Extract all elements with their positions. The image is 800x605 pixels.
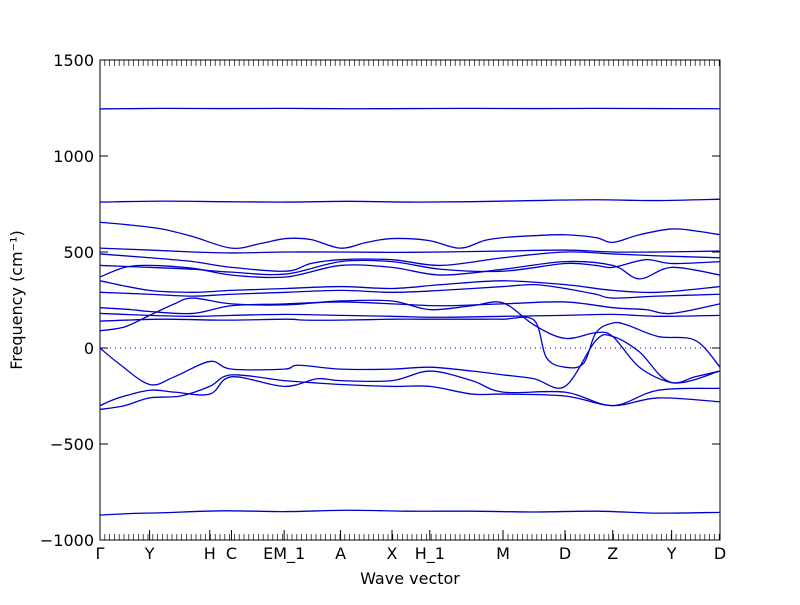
band-line-2: [99, 221, 721, 249]
band-line-3: [99, 247, 721, 254]
band-line-10: [99, 312, 721, 318]
series-group: [99, 107, 721, 516]
y-axis-label: Frequency (cm⁻¹): [7, 230, 26, 369]
x-tick-label: EM_1: [263, 544, 305, 564]
x-tick-label: Y: [666, 544, 677, 563]
x-axis-label: Wave vector: [360, 569, 460, 588]
band-line-11: [99, 297, 721, 384]
band-line-9: [99, 301, 721, 315]
x-tick-label: X: [387, 544, 398, 563]
y-tick-label: 1500: [53, 51, 94, 70]
band-line-16: [99, 509, 721, 516]
band-line-7: [99, 280, 721, 294]
minor-ticks: [99, 60, 720, 540]
band-line-0: [99, 107, 721, 110]
band-line-12: [99, 316, 721, 369]
x-tick-label: C: [226, 544, 237, 563]
x-tick-label: A: [335, 544, 346, 563]
band-line-6: [99, 260, 721, 280]
plot-frame: [99, 59, 721, 541]
x-tick-label: Γ: [96, 544, 105, 563]
band-line-13: [99, 333, 721, 389]
y-tick-label: −500: [50, 435, 94, 454]
band-line-1: [99, 198, 721, 203]
y-tick-label: 0: [84, 339, 94, 358]
x-tick-label: D: [714, 544, 726, 563]
band-line-15: [99, 374, 721, 411]
x-tick-label: D: [559, 544, 571, 563]
x-tick-label: H: [204, 544, 216, 563]
x-tick-label: Y: [144, 544, 155, 563]
band-line-8: [99, 283, 721, 299]
x-tick-label: H_1: [415, 544, 445, 564]
x-axis: Γ Y H C EM_1 A X H_1 M D Z Y D: [96, 530, 726, 564]
band-line-4: [99, 251, 721, 272]
y-axis: −1000 −500 0 500 1000 1500: [40, 51, 720, 550]
x-tick-label: M: [496, 544, 510, 563]
y-tick-label: −1000: [40, 531, 94, 550]
y-tick-label: 500: [63, 243, 94, 262]
x-tick-label: Z: [607, 544, 618, 563]
band-line-14: [99, 370, 721, 407]
y-tick-label: 1000: [53, 147, 94, 166]
